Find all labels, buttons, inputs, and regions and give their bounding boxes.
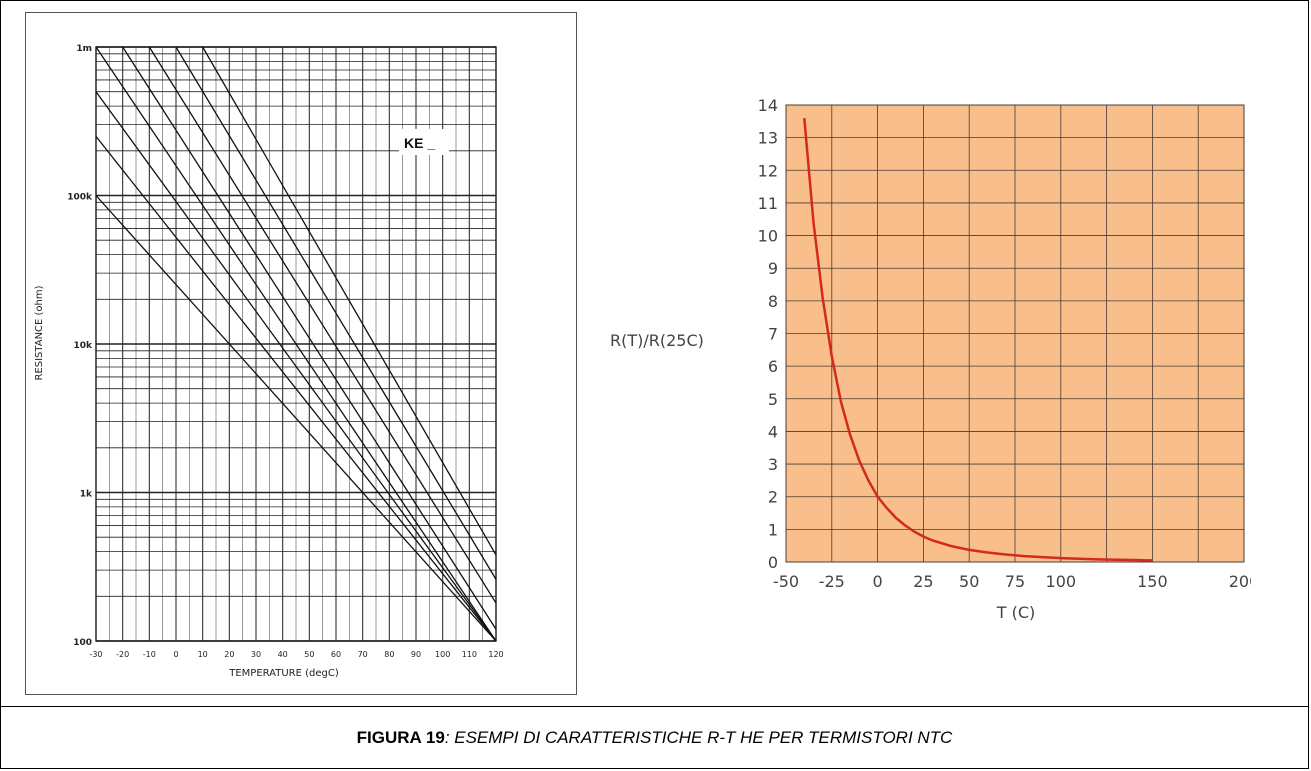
right-x-tick-label: 25	[913, 572, 933, 591]
left-y-tick-label: 1k	[80, 490, 93, 500]
right-chart-x-axis-label: T (C)	[996, 603, 1036, 622]
right-y-tick-label: 11	[758, 194, 778, 213]
right-x-tick-label: 50	[959, 572, 979, 591]
right-chart-panel: 0 1 2 3 4 5 6 7 8 9 10 11 12 13 14 -50 -25 0 25 50 75 100 150…	[606, 92, 1251, 628]
right-y-tick-label: 1	[768, 520, 778, 539]
left-x-tick-label: 20	[224, 650, 234, 659]
left-y-tick-label: 10k	[73, 341, 93, 351]
left-y-tick-label: 100	[73, 638, 92, 648]
left-x-tick-label: 60	[331, 650, 341, 659]
left-x-tick-label: -10	[143, 650, 156, 659]
caption-figure-label: FIGURA 19	[356, 728, 445, 747]
left-x-tick-label: 120	[488, 650, 503, 659]
left-series-line	[95, 91, 497, 642]
caption-figure-text: : ESEMPI DI CARATTERISTICHE R-T HE PER T…	[444, 728, 953, 747]
left-chart-x-axis-label: TEMPERATURE (degC)	[228, 668, 339, 679]
right-chart-series-line	[803, 117, 1153, 562]
left-plot-border	[95, 46, 497, 642]
right-y-tick-label: 4	[768, 422, 778, 441]
left-x-tick-label: 50	[304, 650, 314, 659]
right-y-tick-label: 2	[768, 488, 778, 507]
left-x-tick-label: 0	[173, 650, 178, 659]
right-y-tick-label: 9	[768, 259, 778, 278]
right-chart-y-axis-label: R(T)/R(25C)	[610, 331, 704, 350]
left-chart-grid	[95, 46, 497, 642]
figure-caption: FIGURA 19: ESEMPI DI CARATTERISTICHE R-T…	[0, 707, 1309, 769]
right-y-tick-label: 5	[768, 390, 778, 409]
left-chart-lines	[95, 46, 497, 642]
right-x-tick-label: 200	[1229, 572, 1251, 591]
left-series-line	[202, 46, 497, 556]
right-y-tick-label: 12	[758, 161, 778, 180]
left-y-tick-label: 1m	[76, 44, 92, 54]
left-x-tick-label: -20	[116, 650, 129, 659]
left-x-tick-label: 70	[358, 650, 368, 659]
left-chart-tag-box	[399, 129, 449, 155]
right-chart-grid	[785, 104, 1245, 563]
caption-divider	[0, 706, 1309, 707]
right-y-tick-label: 7	[768, 325, 778, 344]
left-x-tick-label: 90	[411, 650, 421, 659]
left-series-line	[95, 195, 497, 642]
right-chart-x-ticks: -50 -25 0 25 50 75 100 150 200	[773, 572, 1251, 591]
right-x-tick-label: 0	[873, 572, 883, 591]
right-x-tick-label: 150	[1137, 572, 1168, 591]
right-y-tick-label: 0	[768, 553, 778, 572]
right-y-tick-label: 6	[768, 357, 778, 376]
left-series-line	[148, 46, 497, 604]
left-series-line	[122, 46, 497, 630]
left-series-line	[95, 46, 497, 642]
right-y-tick-label: 14	[758, 96, 778, 115]
right-x-tick-label: -50	[773, 572, 799, 591]
left-x-tick-label: 80	[384, 650, 394, 659]
left-x-tick-label: 40	[278, 650, 288, 659]
left-chart-panel: 100 1k 10k 100k 1m -30 -20 -10 0 10 20 30 40 50 60 70 8…	[25, 12, 577, 695]
left-x-tick-label: 10	[198, 650, 208, 659]
left-chart-x-ticks: -30 -20 -10 0 10 20 30 40 50 60 70 80 90 100 110 120	[89, 650, 503, 659]
left-chart-y-ticks: 100 1k 10k 100k 1m	[67, 44, 93, 648]
left-series-line	[175, 46, 497, 580]
right-y-tick-label: 8	[768, 292, 778, 311]
left-chart-tag: KE _	[404, 135, 435, 151]
right-y-tick-label: 10	[758, 227, 778, 246]
left-x-tick-label: 100	[435, 650, 450, 659]
right-y-tick-label: 13	[758, 129, 778, 148]
right-y-tick-label: 3	[768, 455, 778, 474]
right-x-tick-label: 100	[1046, 572, 1077, 591]
left-x-tick-label: 110	[462, 650, 477, 659]
left-y-tick-label: 100k	[67, 193, 93, 203]
right-x-tick-label: 75	[1005, 572, 1025, 591]
left-series-line	[95, 136, 497, 642]
left-x-tick-label: 30	[251, 650, 261, 659]
ntc-log-resistance-chart: 100 1k 10k 100k 1m -30 -20 -10 0 10 20 30 40 50 60 70 8…	[34, 44, 504, 679]
right-x-tick-label: -25	[819, 572, 845, 591]
left-chart-y-axis-label: RESISTANCE (ohm)	[34, 285, 45, 380]
left-x-tick-label: -30	[89, 650, 102, 659]
